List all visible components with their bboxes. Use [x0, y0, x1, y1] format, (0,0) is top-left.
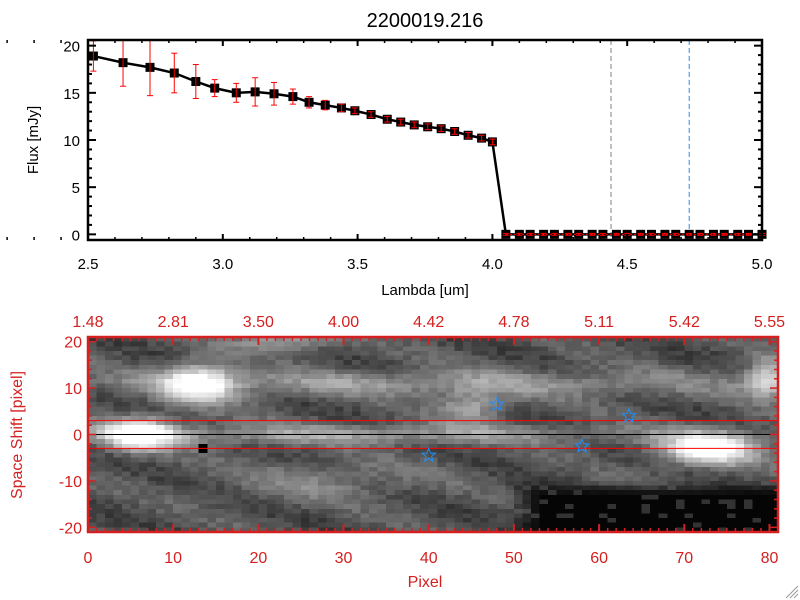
plot-frame	[86, 38, 764, 242]
y-tick-label: -20	[59, 520, 82, 537]
wavelength-tick-label: 3.50	[243, 314, 274, 331]
wavelength-tick-label: 5.42	[669, 314, 700, 331]
pixel-tick-label: 50	[505, 550, 523, 567]
pixel-tick-label: 40	[420, 550, 438, 567]
y-tick-label: 5	[72, 180, 80, 197]
wavelength-tick-label: 1.48	[72, 314, 103, 331]
y-tick-label: 20	[63, 39, 80, 56]
x-tick-label: 4.0	[482, 256, 503, 273]
pixel-tick-label: 60	[590, 550, 608, 567]
space-shift-image: 0 1.48 10 2.81 20 3.50 30 4.00 40 4.42 50 4.78 60 5.1…	[59, 314, 785, 567]
x-tick-label: 3.5	[347, 256, 368, 273]
x-tick-label: 3.0	[212, 256, 233, 273]
wavelength-tick-label: 4.42	[413, 314, 444, 331]
pixel-tick-label: 80	[761, 550, 779, 567]
x-axis-label: Lambda [um]	[381, 282, 469, 299]
x-tick-label: 4.5	[617, 256, 638, 273]
star-marker	[574, 437, 591, 453]
y-tick-label: 0	[73, 428, 82, 445]
wavelength-tick-label: 5.11	[584, 314, 614, 331]
chart-title: 2200019.216	[367, 10, 484, 32]
pixel-axis-label: Pixel	[408, 574, 443, 591]
pixel-tick-label: 10	[164, 550, 182, 567]
y-tick-label: 15	[63, 86, 80, 103]
x-tick-label: 5.0	[752, 256, 773, 273]
resize-grip-icon[interactable]	[785, 585, 799, 599]
wavelength-tick-label: 2.81	[158, 314, 189, 331]
star-marker	[488, 395, 505, 412]
y-tick-label: 0	[72, 227, 80, 244]
y-axis-label: Flux [mJy]	[25, 106, 42, 174]
spectrum-plot: 2.5 3.0 3.5 4.0 4.5 5.0 0 5 10 15 20	[6, 38, 773, 273]
x-tick-label: 2.5	[78, 256, 99, 273]
star-marker	[420, 446, 437, 463]
wavelength-tick-label: 5.55	[754, 314, 785, 331]
y-tick-label: -10	[59, 474, 82, 491]
wavelength-tick-label: 4.78	[498, 314, 529, 331]
y-tick-label: 10	[63, 133, 80, 150]
pixel-tick-label: 20	[249, 550, 267, 567]
wavelength-tick-label: 4.00	[328, 314, 359, 331]
space-shift-axis-label: Space Shift [pixel]	[9, 371, 26, 499]
y-tick-label: 10	[64, 381, 82, 398]
pixel-tick-label: 0	[84, 550, 93, 567]
y-tick-label: 20	[64, 335, 82, 352]
star-marker	[620, 407, 637, 423]
pixel-tick-label: 30	[335, 550, 353, 567]
pixel-tick-label: 70	[675, 550, 693, 567]
